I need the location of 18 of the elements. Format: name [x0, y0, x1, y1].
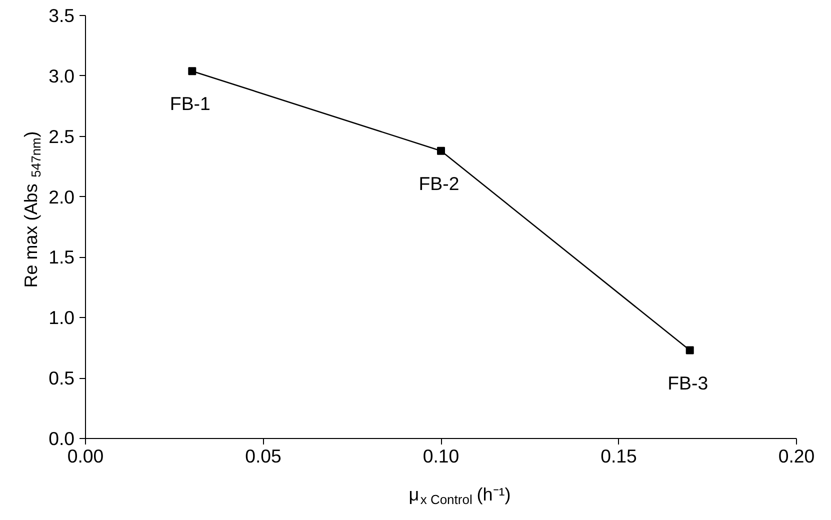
point: [437, 146, 445, 155]
y-tick-label: 3.5: [48, 5, 75, 26]
point: [686, 346, 694, 354]
x-tick-label: 0.05: [245, 446, 282, 466]
annotation: FB-2: [418, 172, 460, 194]
point: [188, 67, 196, 76]
y-tick-label: 3.0: [48, 65, 75, 86]
annotation: FB-1: [170, 93, 210, 114]
y-tick-label: 1.5: [48, 246, 75, 268]
y-tick-label: 0.5: [48, 368, 75, 389]
y-tick-label: 1.0: [48, 307, 75, 328]
annotation: FB-3: [668, 372, 708, 394]
y-tick-label: 2.0: [48, 186, 75, 208]
y-tick-label: 2.5: [48, 126, 75, 147]
x-tick-label: 0.10: [422, 446, 460, 466]
x-tick-label: 0.15: [600, 446, 637, 466]
x-tick-label: 0.20: [778, 446, 815, 466]
y-axis-title: Re max (Abs 547nm): [21, 131, 44, 288]
